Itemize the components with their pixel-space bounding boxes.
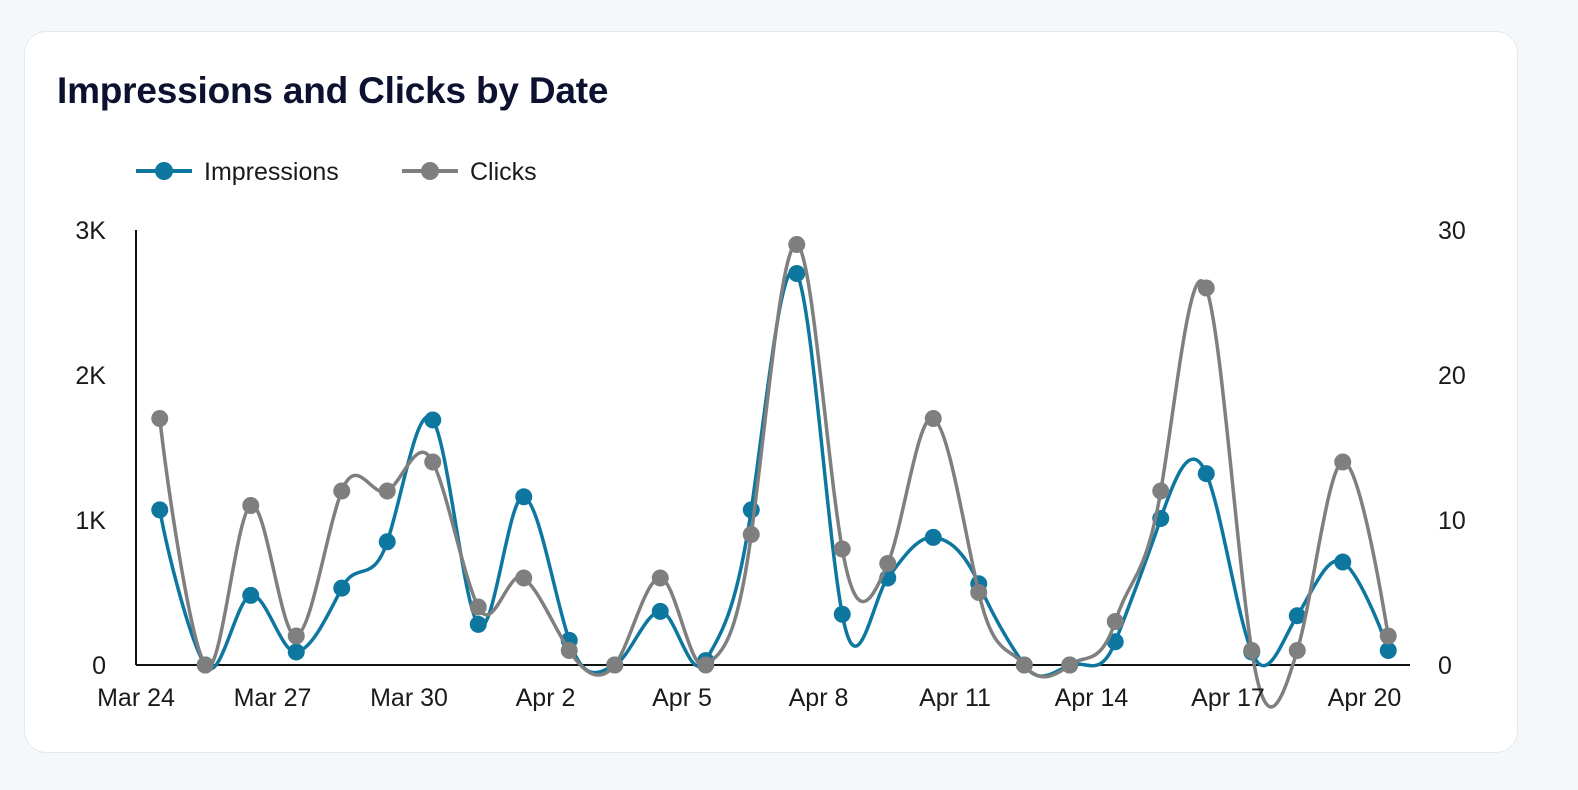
clicks-point[interactable] — [151, 410, 169, 427]
y-right-tick-label: 10 — [1438, 507, 1466, 535]
x-tick-label: Apr 5 — [652, 684, 712, 712]
legend-item-clicks[interactable]: Clicks — [402, 158, 537, 186]
clicks-point[interactable] — [1015, 656, 1033, 674]
impressions-point[interactable] — [1106, 633, 1124, 651]
impressions-point[interactable] — [333, 579, 351, 597]
clicks-point[interactable] — [378, 482, 396, 500]
clicks-point[interactable] — [742, 526, 760, 543]
clicks-point[interactable] — [606, 656, 624, 674]
y-left-tick-label: 0 — [92, 652, 106, 680]
impressions-point[interactable] — [424, 411, 442, 429]
axes — [135, 230, 1410, 666]
clicks-point[interactable] — [970, 584, 988, 601]
clicks-point[interactable] — [515, 569, 533, 587]
clicks-point[interactable] — [1334, 453, 1352, 471]
impressions-point[interactable] — [287, 643, 305, 661]
clicks-point[interactable] — [1379, 627, 1397, 645]
legend-swatch-dot — [155, 162, 173, 180]
clicks-point[interactable] — [651, 569, 669, 587]
x-tick-label: Apr 17 — [1191, 684, 1265, 712]
impressions-point[interactable] — [788, 265, 806, 282]
clicks-point[interactable] — [560, 642, 578, 659]
clicks-point[interactable] — [424, 453, 442, 471]
impressions-point[interactable] — [651, 602, 669, 620]
clicks-point[interactable] — [333, 482, 351, 500]
x-tick-label: Apr 2 — [516, 684, 576, 712]
x-tick-label: Mar 27 — [234, 684, 312, 712]
y-left-tick-label: 3K — [75, 217, 106, 245]
x-tick-label: Apr 8 — [789, 684, 849, 712]
impressions-point[interactable] — [1334, 553, 1352, 571]
impressions-point[interactable] — [833, 605, 851, 623]
clicks-point[interactable] — [196, 656, 214, 674]
chart-title: Impressions and Clicks by Date — [57, 70, 609, 111]
clicks-point[interactable] — [287, 627, 305, 645]
x-tick-label: Apr 20 — [1328, 684, 1402, 712]
y-right-tick-label: 20 — [1438, 362, 1466, 390]
impressions-point[interactable] — [742, 501, 760, 519]
series-clicks — [151, 236, 1397, 709]
legend-label: Clicks — [470, 158, 537, 186]
clicks-point[interactable] — [879, 555, 897, 572]
legend-item-impressions[interactable]: Impressions — [136, 158, 339, 186]
clicks-point[interactable] — [1288, 642, 1306, 659]
clicks-point[interactable] — [242, 497, 260, 514]
legend-swatch-dot — [421, 162, 439, 180]
tick-labels: 0 1K 2K 3K 0 10 20 30 Mar 24 Mar 27 Mar 30 Apr 2 Apr… — [75, 217, 1465, 712]
impressions-point[interactable] — [1379, 642, 1397, 659]
y-left-tick-label: 2K — [75, 362, 106, 390]
impressions-point[interactable] — [924, 528, 942, 546]
clicks-point[interactable] — [1152, 482, 1170, 500]
impressions-point[interactable] — [378, 533, 396, 551]
legend-label: Impressions — [204, 158, 339, 186]
impressions-point[interactable] — [1288, 607, 1306, 625]
x-tick-label: Mar 24 — [97, 684, 175, 712]
x-tick-label: Mar 30 — [370, 684, 448, 712]
clicks-point[interactable] — [1197, 279, 1215, 297]
y-right-tick-label: 30 — [1438, 217, 1466, 245]
impressions-point[interactable] — [515, 488, 533, 506]
impressions-point[interactable] — [242, 586, 260, 604]
clicks-point[interactable] — [1106, 613, 1124, 630]
y-right-tick-label: 0 — [1438, 652, 1452, 680]
clicks-point[interactable] — [833, 540, 851, 558]
x-tick-label: Apr 11 — [919, 684, 991, 712]
series-group — [151, 236, 1397, 709]
clicks-point[interactable] — [469, 598, 487, 616]
impressions-point[interactable] — [151, 501, 169, 519]
clicks-point[interactable] — [1061, 656, 1079, 674]
legend: Impressions Clicks — [136, 158, 537, 186]
clicks-point[interactable] — [697, 656, 715, 674]
series-impressions — [151, 265, 1397, 678]
clicks-point[interactable] — [924, 410, 942, 427]
clicks-point[interactable] — [788, 236, 806, 253]
clicks-point[interactable] — [1243, 642, 1261, 659]
impressions-point[interactable] — [469, 615, 487, 633]
chart-card: Impressions and Clicks by Date — [24, 31, 1518, 753]
impressions-point[interactable] — [1197, 465, 1215, 483]
y-left-tick-label: 1K — [75, 507, 106, 535]
x-tick-label: Apr 14 — [1055, 684, 1129, 712]
